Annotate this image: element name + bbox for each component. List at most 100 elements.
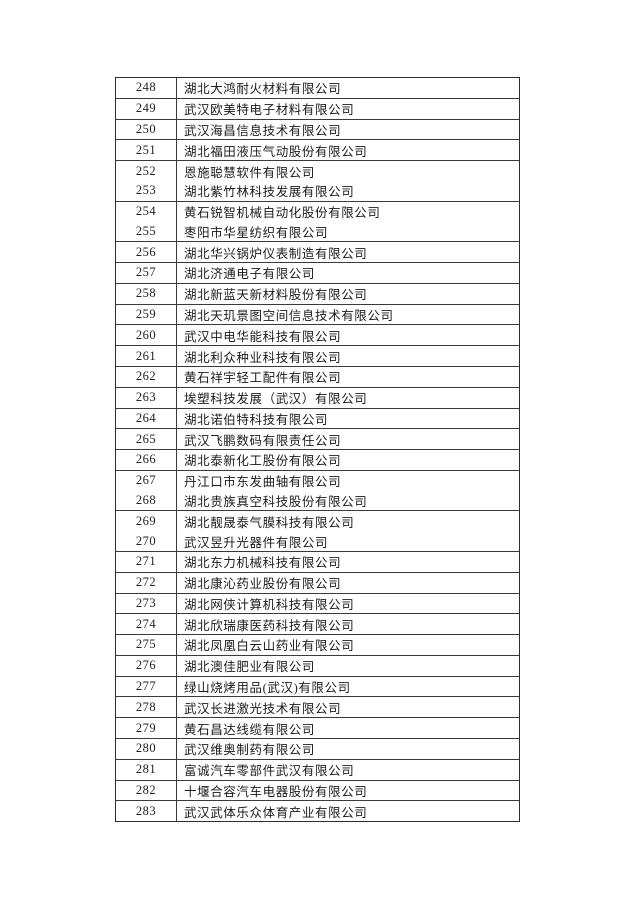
table-row: 250 武汉海昌信息技术有限公司 bbox=[116, 118, 519, 140]
table-row: 275 湖北凤凰白云山药业有限公司 bbox=[116, 634, 519, 655]
table-row: 271 湖北东力机械科技有限公司 bbox=[116, 550, 519, 572]
company-name-cell: 武汉中电华能科技有限公司 bbox=[176, 325, 519, 346]
table-row: 266 湖北泰新化工股份有限公司 bbox=[116, 449, 519, 470]
table-row: 277 绿山烧烤用品(武汉)有限公司 bbox=[116, 675, 519, 697]
table-row: 283 武汉武体乐众体育产业有限公司 bbox=[116, 800, 519, 822]
table-row: 248 湖北大鸿耐火材料有限公司 bbox=[116, 78, 519, 98]
row-number-cell: 248 bbox=[135, 80, 157, 95]
table-row: 268 湖北贵族真空科技股份有限公司 bbox=[116, 490, 519, 511]
table-row: 255 枣阳市华星纺织有限公司 bbox=[116, 221, 519, 242]
company-name-cell: 湖北华兴锅炉仪表制造有限公司 bbox=[176, 242, 519, 263]
table-row: 281 富诚汽车零部件武汉有限公司 bbox=[116, 758, 519, 780]
company-name-cell: 武汉武体乐众体育产业有限公司 bbox=[176, 801, 519, 822]
company-name-cell: 十堰合容汽车电器股份有限公司 bbox=[176, 780, 519, 801]
table-row: 267 丹江口市东发曲轴有限公司 bbox=[116, 469, 519, 491]
row-number-cell: 258 bbox=[135, 286, 157, 301]
company-name-cell: 武汉维奥制药有限公司 bbox=[176, 739, 519, 759]
company-name-cell: 武汉欧美特电子材料有限公司 bbox=[176, 98, 519, 119]
company-name-cell: 武汉飞鹏数码有限责任公司 bbox=[176, 429, 519, 450]
row-number-cell: 273 bbox=[135, 595, 157, 610]
table-row: 260 武汉中电华能科技有限公司 bbox=[116, 324, 519, 346]
table-row: 258 湖北新蓝天新材料股份有限公司 bbox=[116, 282, 519, 304]
row-number-cell: 253 bbox=[135, 183, 157, 198]
company-name-cell: 富诚汽车零部件武汉有限公司 bbox=[176, 759, 519, 780]
table-row: 259 湖北天玑景图空间信息技术有限公司 bbox=[116, 303, 519, 325]
company-name-cell: 武汉海昌信息技术有限公司 bbox=[176, 119, 519, 140]
table-row: 280 武汉维奥制药有限公司 bbox=[116, 738, 519, 759]
company-name-cell: 湖北诺伯特科技有限公司 bbox=[176, 408, 519, 429]
company-name-cell: 湖北澳佳肥业有限公司 bbox=[176, 655, 519, 676]
row-number-cell: 271 bbox=[135, 554, 157, 569]
row-number-cell: 264 bbox=[135, 410, 157, 425]
table-row: 274 湖北欣瑞康医药科技有限公司 bbox=[116, 613, 519, 635]
table-row: 272 湖北康沁药业股份有限公司 bbox=[116, 571, 519, 593]
company-name-cell: 湖北泰新化工股份有限公司 bbox=[176, 450, 519, 470]
row-number-cell: 276 bbox=[135, 658, 157, 673]
row-number-cell: 259 bbox=[135, 306, 157, 321]
row-number-cell: 274 bbox=[135, 616, 157, 631]
table-row: 269 湖北靓晟泰气膜科技有限公司 bbox=[116, 510, 519, 532]
row-number-cell: 261 bbox=[135, 348, 157, 363]
company-name-cell: 湖北康沁药业股份有限公司 bbox=[176, 572, 519, 593]
row-number-cell: 278 bbox=[135, 699, 157, 714]
table-row: 276 湖北澳佳肥业有限公司 bbox=[116, 654, 519, 676]
row-number-cell: 256 bbox=[135, 244, 157, 259]
company-name-cell: 黄石昌达线缆有限公司 bbox=[176, 718, 519, 738]
row-number-cell: 272 bbox=[135, 575, 157, 590]
row-number-cell: 268 bbox=[135, 493, 157, 508]
row-number-cell: 260 bbox=[135, 327, 157, 342]
row-number-cell: 255 bbox=[135, 223, 157, 238]
row-number-cell: 270 bbox=[135, 533, 157, 548]
company-name-cell: 湖北东力机械科技有限公司 bbox=[176, 551, 519, 572]
company-name-cell: 湖北凤凰白云山药业有限公司 bbox=[176, 635, 519, 655]
row-number-cell: 266 bbox=[135, 452, 157, 467]
row-number-cell: 275 bbox=[135, 637, 157, 652]
table-row: 256 湖北华兴锅炉仪表制造有限公司 bbox=[116, 241, 519, 263]
company-name-cell: 湖北天玑景图空间信息技术有限公司 bbox=[176, 304, 519, 325]
company-name-cell: 绿山烧烤用品(武汉)有限公司 bbox=[176, 676, 519, 697]
row-number-cell: 249 bbox=[135, 101, 157, 116]
row-number-cell: 283 bbox=[135, 803, 157, 818]
company-name-cell: 武汉长进激光技术有限公司 bbox=[176, 697, 519, 718]
row-number-cell: 250 bbox=[135, 121, 157, 136]
company-name-cell: 枣阳市华星纺织有限公司 bbox=[176, 221, 519, 242]
table-row: 257 湖北济通电子有限公司 bbox=[116, 262, 519, 283]
table-row: 252 恩施聪慧软件有限公司 bbox=[116, 160, 519, 181]
company-name-cell: 湖北网侠计算机科技有限公司 bbox=[176, 593, 519, 614]
company-name-cell: 湖北新蓝天新材料股份有限公司 bbox=[176, 283, 519, 304]
company-name-cell: 武汉昱升光器件有限公司 bbox=[176, 531, 519, 551]
row-number-cell: 279 bbox=[135, 720, 157, 735]
company-name-cell: 埃塑科技发展（武汉）有限公司 bbox=[176, 387, 519, 408]
company-name-cell: 湖北大鸿耐火材料有限公司 bbox=[176, 78, 519, 98]
table-row: 262 黄石祥宇轻工配件有限公司 bbox=[116, 365, 519, 387]
row-number-cell: 251 bbox=[135, 142, 157, 157]
company-name-cell: 湖北欣瑞康医药科技有限公司 bbox=[176, 614, 519, 635]
table-row: 263 埃塑科技发展（武汉）有限公司 bbox=[116, 386, 519, 408]
table-row: 270 武汉昱升光器件有限公司 bbox=[116, 531, 519, 551]
row-number-cell: 281 bbox=[135, 762, 157, 777]
company-name-cell: 湖北济通电子有限公司 bbox=[176, 263, 519, 283]
company-list-table: 248 湖北大鸿耐火材料有限公司 249 武汉欧美特电子材料有限公司 250 武… bbox=[115, 77, 520, 822]
row-number-cell: 277 bbox=[135, 679, 157, 694]
row-number-cell: 282 bbox=[135, 782, 157, 797]
row-number-cell: 267 bbox=[135, 473, 157, 488]
company-name-cell: 湖北贵族真空科技股份有限公司 bbox=[176, 490, 519, 511]
company-name-cell: 湖北福田液压气动股份有限公司 bbox=[176, 140, 519, 161]
table-row: 261 湖北利众种业科技有限公司 bbox=[116, 345, 519, 366]
company-name-cell: 湖北靓晟泰气膜科技有限公司 bbox=[176, 511, 519, 532]
table-row: 273 湖北网侠计算机科技有限公司 bbox=[116, 592, 519, 614]
company-name-cell: 湖北紫竹林科技发展有限公司 bbox=[176, 180, 519, 201]
table-row: 264 湖北诺伯特科技有限公司 bbox=[116, 407, 519, 429]
table-row: 254 黄石锐智机械自动化股份有限公司 bbox=[116, 200, 519, 222]
company-name-cell: 黄石锐智机械自动化股份有限公司 bbox=[176, 201, 519, 222]
table-row: 282 十堰合容汽车电器股份有限公司 bbox=[116, 779, 519, 801]
row-number-cell: 252 bbox=[135, 163, 157, 178]
row-number-cell: 262 bbox=[135, 369, 157, 384]
table-row: 278 武汉长进激光技术有限公司 bbox=[116, 696, 519, 718]
table-row: 279 黄石昌达线缆有限公司 bbox=[116, 717, 519, 738]
table-row: 253 湖北紫竹林科技发展有限公司 bbox=[116, 180, 519, 201]
row-number-cell: 263 bbox=[135, 390, 157, 405]
row-number-cell: 265 bbox=[135, 431, 157, 446]
table-row: 265 武汉飞鹏数码有限责任公司 bbox=[116, 428, 519, 450]
